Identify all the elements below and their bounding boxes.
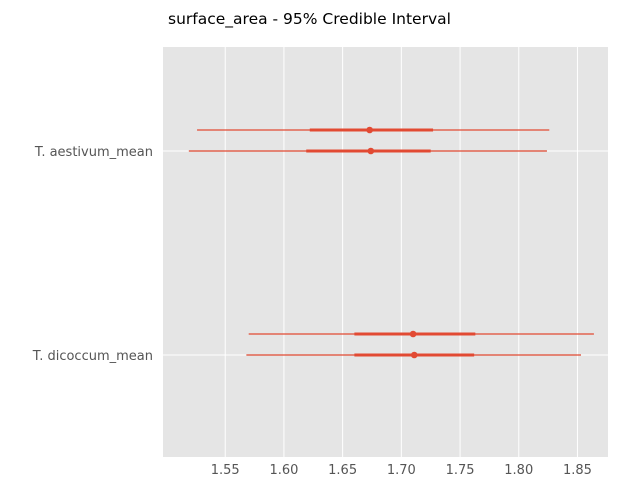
- mean-point: [409, 330, 417, 338]
- x-tick-label: 1.80: [504, 463, 533, 478]
- x-tick-label: 1.75: [446, 463, 475, 478]
- x-tick-label: 1.65: [328, 463, 357, 478]
- x-axis-tick-labels: 1.55 1.60 1.65 1.70 1.75 1.80 1.85: [211, 463, 592, 478]
- x-tick-label: 1.70: [387, 463, 416, 478]
- mean-point: [366, 126, 373, 134]
- x-tick-label: 1.55: [211, 463, 240, 478]
- mean-point: [367, 147, 375, 155]
- mean-point: [410, 351, 418, 359]
- y-axis-tick-labels: T. aestivum_mean T. dicoccum_mean: [32, 145, 153, 364]
- x-tick-label: 1.85: [563, 463, 592, 478]
- plot-area: [163, 47, 608, 457]
- chart-title: surface_area - 95% Credible Interval: [168, 10, 451, 29]
- x-tick-label: 1.60: [269, 463, 298, 478]
- y-tick-label: T. aestivum_mean: [34, 145, 153, 160]
- y-tick-label: T. dicoccum_mean: [32, 349, 153, 364]
- interval-marks: [188, 126, 594, 359]
